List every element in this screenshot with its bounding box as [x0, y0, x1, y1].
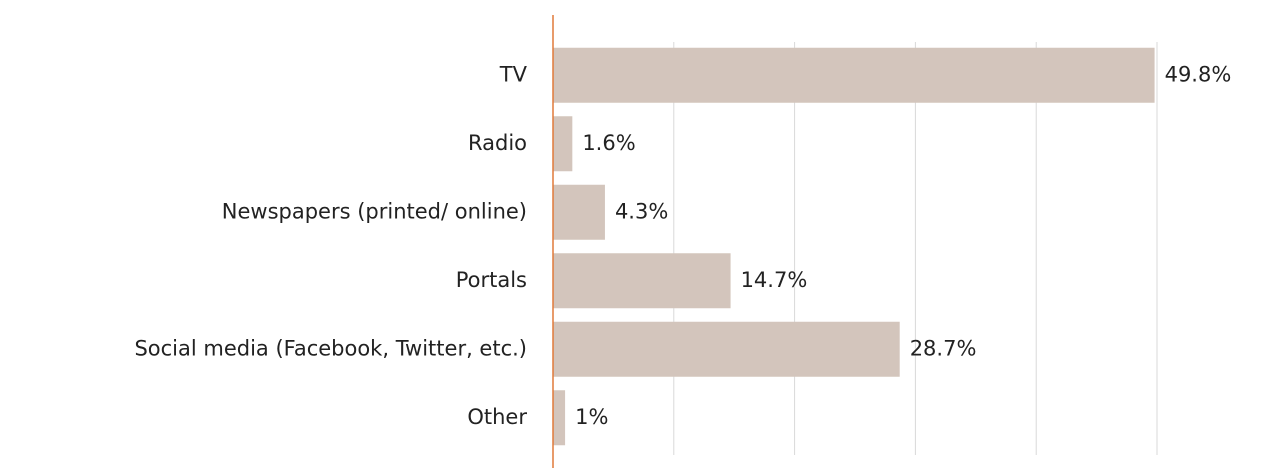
- bar: [553, 390, 566, 446]
- category-label: TV: [499, 62, 528, 86]
- bar: [553, 253, 731, 309]
- category-label: Newspapers (printed/ online): [222, 199, 527, 223]
- bar: [553, 116, 573, 172]
- category-label: Social media (Facebook, Twitter, etc.): [134, 336, 527, 360]
- value-label: 1.6%: [582, 131, 635, 155]
- value-label: 28.7%: [910, 336, 977, 360]
- value-label: 1%: [575, 405, 608, 429]
- category-label: Other: [467, 405, 527, 429]
- category-label: Radio: [468, 131, 527, 155]
- bar: [553, 47, 1155, 103]
- bar: [553, 184, 605, 240]
- value-label: 4.3%: [615, 199, 668, 223]
- category-label: Portals: [456, 268, 527, 292]
- bar: [553, 321, 900, 377]
- value-label: 49.8%: [1165, 62, 1232, 86]
- value-label: 14.7%: [741, 268, 808, 292]
